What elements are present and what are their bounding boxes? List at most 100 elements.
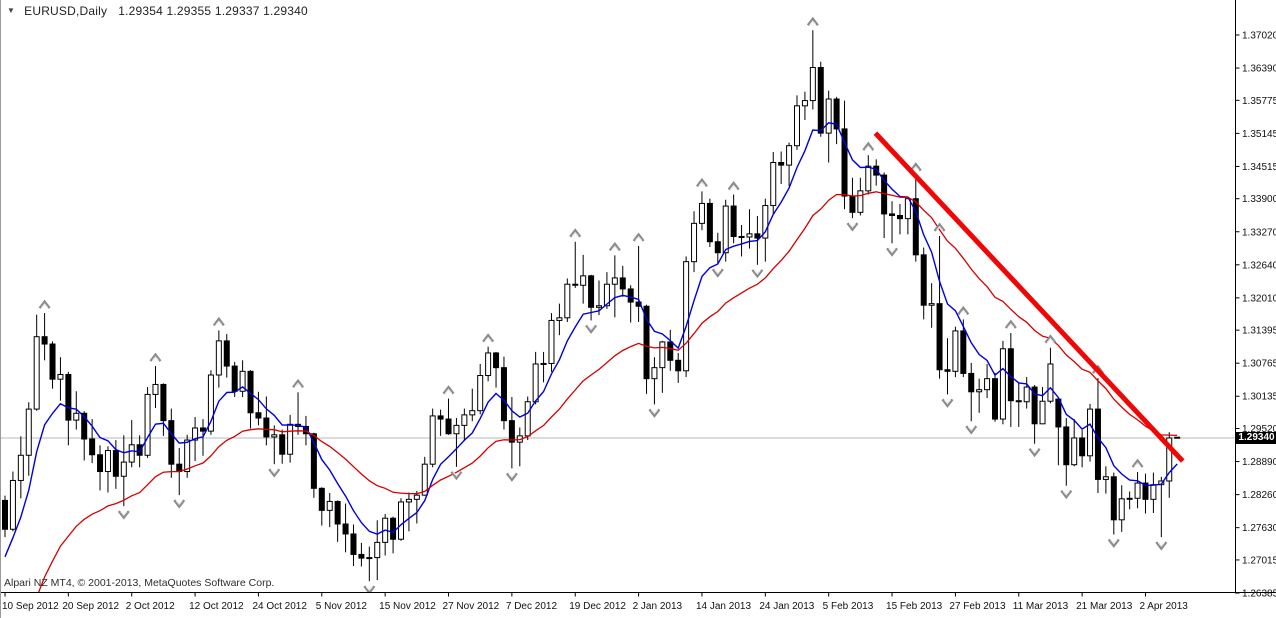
candle xyxy=(1015,400,1022,403)
current-price-badge: 1.29340 xyxy=(1236,431,1276,444)
candle xyxy=(239,370,246,392)
candle xyxy=(675,359,682,372)
fractal-up-icon xyxy=(632,232,645,242)
candle xyxy=(1023,386,1030,403)
price-tick-label: 1.29520 xyxy=(1242,424,1276,435)
candle xyxy=(786,145,793,166)
price-tick-label: 1.33270 xyxy=(1242,227,1276,238)
candle xyxy=(754,233,761,239)
price-tick-label: 1.37020 xyxy=(1242,31,1276,42)
fractal-down-icon xyxy=(505,472,518,482)
candle xyxy=(1118,498,1125,521)
candle xyxy=(215,340,222,376)
fractal-up-icon xyxy=(1004,319,1017,329)
date-tick-label: 15 Feb 2013 xyxy=(886,601,943,612)
quote-ohlc-label: 1.29354 1.29355 1.29337 1.29340 xyxy=(118,4,308,18)
candle xyxy=(667,341,674,361)
candle xyxy=(683,261,690,372)
fractal-up-icon xyxy=(1044,334,1057,344)
candle xyxy=(540,362,547,365)
date-tick-label: 12 Oct 2012 xyxy=(189,601,244,612)
symbol-timeframe-label: EURUSD,Daily xyxy=(24,4,108,18)
fractal-down-icon xyxy=(1060,489,1073,500)
price-tick-label: 1.27630 xyxy=(1242,523,1276,534)
fractal-down-icon xyxy=(268,468,281,478)
candle xyxy=(1047,363,1054,402)
candle xyxy=(1063,426,1070,466)
candle xyxy=(556,317,563,321)
candle xyxy=(532,363,539,403)
chart-plot-area[interactable] xyxy=(0,16,1235,618)
candle xyxy=(580,275,587,286)
price-tick-label: 1.36390 xyxy=(1242,64,1276,75)
candle xyxy=(136,444,143,456)
fractal-down-icon xyxy=(751,269,764,279)
date-tick-label: 2 Apr 2013 xyxy=(1139,601,1188,612)
candle xyxy=(1142,482,1149,500)
candle xyxy=(1055,398,1062,428)
candle xyxy=(976,389,983,393)
candle xyxy=(1134,482,1141,499)
fractal-up-icon xyxy=(909,162,922,172)
fractal-down-icon xyxy=(1028,447,1041,458)
candle xyxy=(841,128,848,197)
fractal-down-icon xyxy=(117,510,130,520)
candle xyxy=(350,533,357,555)
candle xyxy=(564,283,571,319)
date-tick-label: 15 Nov 2012 xyxy=(379,601,436,612)
symbol-dropdown-icon[interactable]: ▼ xyxy=(7,6,16,15)
date-tick-label: 2 Jan 2013 xyxy=(633,601,683,612)
candle xyxy=(809,67,816,102)
candle xyxy=(873,165,880,176)
candle xyxy=(1087,408,1094,457)
fractal-up-icon xyxy=(957,305,970,316)
fractal-down-icon xyxy=(173,499,186,509)
fractal-down-icon xyxy=(711,268,724,278)
fractal-down-icon xyxy=(846,222,859,232)
candle xyxy=(833,98,840,130)
fractal-down-icon xyxy=(1155,541,1168,551)
candle xyxy=(302,425,309,435)
candle xyxy=(271,434,278,438)
candle xyxy=(223,340,230,367)
copyright-watermark: Alpari NZ MT4, © 2001-2013, MetaQuotes S… xyxy=(4,577,275,589)
candle xyxy=(287,423,294,455)
fractal-up-icon xyxy=(149,352,162,362)
candle xyxy=(698,202,705,224)
candle xyxy=(200,427,206,432)
candle xyxy=(770,161,777,207)
fractal-down-icon xyxy=(941,398,954,408)
candle xyxy=(714,241,721,254)
candle xyxy=(524,401,531,437)
candle xyxy=(627,288,634,303)
candle xyxy=(588,275,595,308)
candle xyxy=(207,374,214,432)
date-tick-label: 27 Nov 2012 xyxy=(443,601,500,612)
candle xyxy=(572,283,579,286)
candle xyxy=(548,319,555,364)
candle xyxy=(97,454,104,473)
candle xyxy=(477,375,484,412)
candle xyxy=(952,330,959,372)
price-tick-label: 1.34515 xyxy=(1242,162,1276,173)
fractal-down-icon xyxy=(886,247,898,257)
price-tick-label: 1.35775 xyxy=(1242,96,1276,107)
fractal-down-icon xyxy=(585,324,598,334)
candle xyxy=(429,415,436,465)
candle xyxy=(358,553,365,559)
candle xyxy=(508,420,515,443)
price-tick-label: 1.26385 xyxy=(1242,589,1276,600)
trendline[interactable] xyxy=(873,131,1185,463)
candle xyxy=(849,195,856,213)
candle xyxy=(651,367,658,380)
candle xyxy=(691,222,698,263)
candle xyxy=(493,352,500,369)
candle xyxy=(184,439,191,473)
candle xyxy=(485,352,492,377)
ma-slow-line xyxy=(38,191,1178,592)
fractal-up-icon xyxy=(696,177,708,188)
candle xyxy=(912,198,919,256)
